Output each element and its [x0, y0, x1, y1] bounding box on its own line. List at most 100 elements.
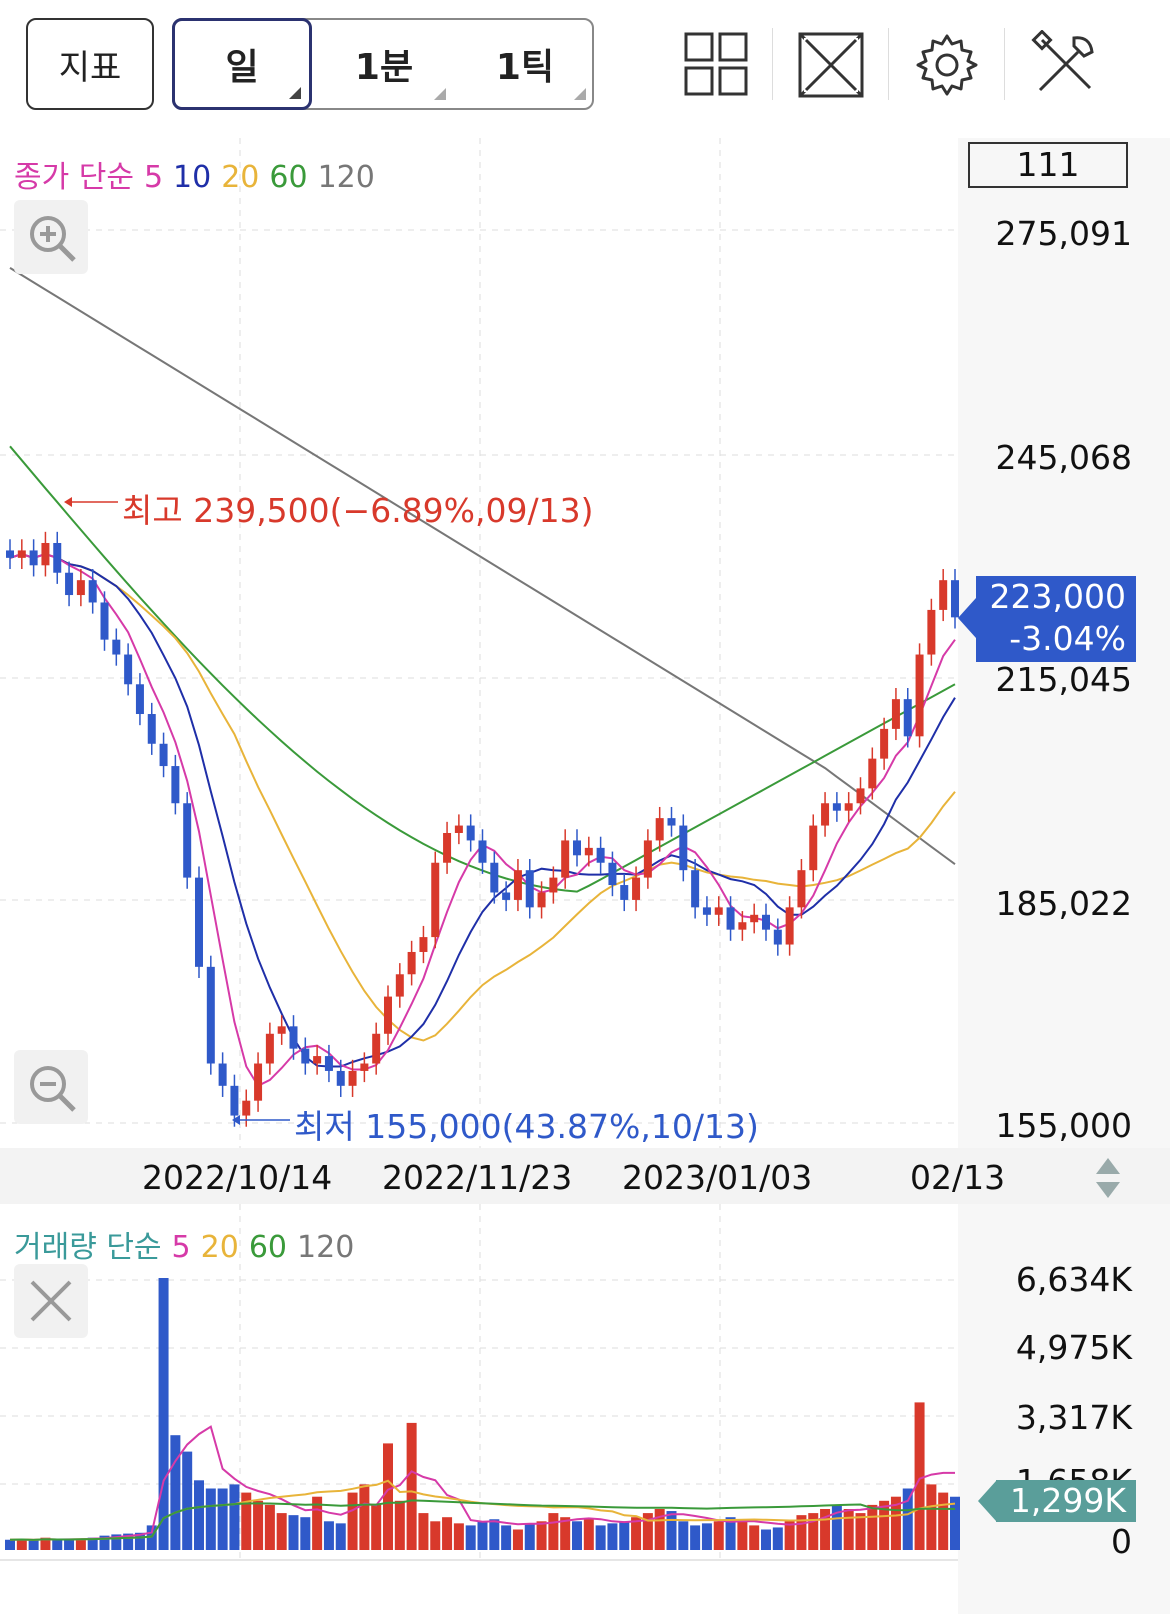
candle-body [159, 743, 168, 767]
candle-body [372, 1033, 381, 1064]
ma-legend-120: 120 [317, 160, 375, 195]
candle-body [620, 885, 629, 900]
volume-bar [111, 1534, 122, 1550]
candle-body [100, 602, 109, 640]
ma-legend-60: 60 [269, 160, 308, 195]
tab-1tick[interactable]: 1틱 [456, 20, 594, 108]
candle-body [797, 870, 806, 908]
volume-bar [489, 1519, 500, 1550]
candle-body [395, 974, 404, 997]
visible-count-box[interactable]: 111 [968, 142, 1128, 188]
candle-body [431, 862, 440, 938]
volume-bar [631, 1517, 642, 1550]
volume-bar [5, 1539, 15, 1550]
candle-body [939, 580, 948, 610]
volume-bar [879, 1500, 890, 1550]
volume-bar [194, 1480, 204, 1550]
ma-legend-10: 10 [173, 160, 212, 195]
volume-bar [16, 1539, 27, 1550]
volume-bar [323, 1521, 334, 1550]
volume-bar [40, 1537, 51, 1550]
volume-bar [536, 1521, 547, 1550]
price-legend-title: 종가 단순 [14, 160, 134, 195]
vol-ma-legend-20: 20 [200, 1230, 239, 1265]
zoom-in-icon [30, 216, 76, 262]
volume-bar [477, 1521, 488, 1550]
current-volume-box: 1,299K [996, 1480, 1136, 1522]
vol-ma5-line [9, 1425, 955, 1541]
volume-bar [52, 1540, 63, 1550]
volume-bar [890, 1496, 901, 1550]
candle-body [750, 914, 759, 923]
date-axis-band [0, 1148, 1170, 1204]
price-axis-tick: 215,045 [995, 660, 1132, 699]
scroll-updown-icon[interactable] [1080, 1150, 1136, 1206]
candle-body [584, 847, 593, 856]
volume-bar [654, 1508, 665, 1550]
candle-body [336, 1070, 345, 1086]
volume-bar [217, 1488, 228, 1550]
low-arrow-head [232, 1115, 240, 1125]
candle-body [832, 803, 841, 811]
indicator-button[interactable]: 지표 [26, 18, 154, 110]
candle-body [785, 907, 794, 945]
settings-gear-icon[interactable] [912, 30, 982, 100]
zoom-out-button[interactable] [14, 1050, 88, 1124]
candle-body [856, 788, 865, 804]
candle-body [880, 728, 889, 759]
volume-bar [737, 1519, 748, 1550]
close-volume-button[interactable] [14, 1264, 88, 1338]
candle-body [360, 1063, 369, 1071]
dropdown-corner-icon [289, 87, 301, 99]
volume-axis-panel [958, 1204, 1170, 1614]
candle-body [183, 803, 192, 878]
dropdown-corner-icon [574, 88, 586, 100]
candle-body [313, 1056, 322, 1064]
volume-bar [583, 1519, 594, 1550]
volume-bar [359, 1484, 370, 1550]
volume-bar [406, 1422, 417, 1550]
candle-body [301, 1048, 310, 1064]
tab-day[interactable]: 일 [172, 18, 312, 110]
candle-body [384, 996, 392, 1034]
tools-icon[interactable] [1030, 30, 1100, 100]
toolbar-divider [1004, 28, 1005, 100]
candle-body [171, 766, 180, 804]
candle-body [915, 654, 924, 737]
volume-bar [701, 1523, 712, 1550]
candle-body [230, 1085, 239, 1116]
volume-bar [312, 1496, 323, 1550]
candle-body [951, 580, 959, 618]
volume-bar [253, 1500, 264, 1550]
candle-body [643, 840, 652, 878]
zoom-in-button[interactable] [14, 200, 88, 274]
candle-body [891, 699, 900, 729]
candle-body [206, 966, 215, 1064]
candle-body [466, 825, 475, 841]
ma-legend-20: 20 [221, 160, 260, 195]
volume-bar [690, 1525, 701, 1550]
volume-bar [501, 1525, 512, 1550]
current-price-value: 223,000 [989, 577, 1126, 616]
period-selector: 일 1분 1틱 [172, 18, 594, 110]
candle-body [561, 840, 570, 878]
volume-bar [394, 1500, 405, 1550]
tab-1min[interactable]: 1분 [314, 20, 454, 108]
candle-body [844, 803, 853, 811]
candle-body [135, 684, 144, 715]
volume-bar [158, 1278, 169, 1550]
candle-body [927, 609, 936, 655]
candle-body [714, 907, 723, 915]
candle-body [549, 877, 558, 893]
volume-bar [725, 1517, 736, 1550]
candle-body [691, 870, 700, 908]
volume-bar [442, 1517, 453, 1550]
layout-grid-icon[interactable] [682, 30, 752, 100]
candle-body [65, 572, 74, 596]
candle-body [195, 877, 203, 967]
vol-ma-legend-60: 60 [248, 1230, 288, 1265]
fullscreen-icon[interactable] [796, 30, 866, 100]
candle-body [490, 862, 499, 893]
volume-bar [75, 1538, 86, 1550]
